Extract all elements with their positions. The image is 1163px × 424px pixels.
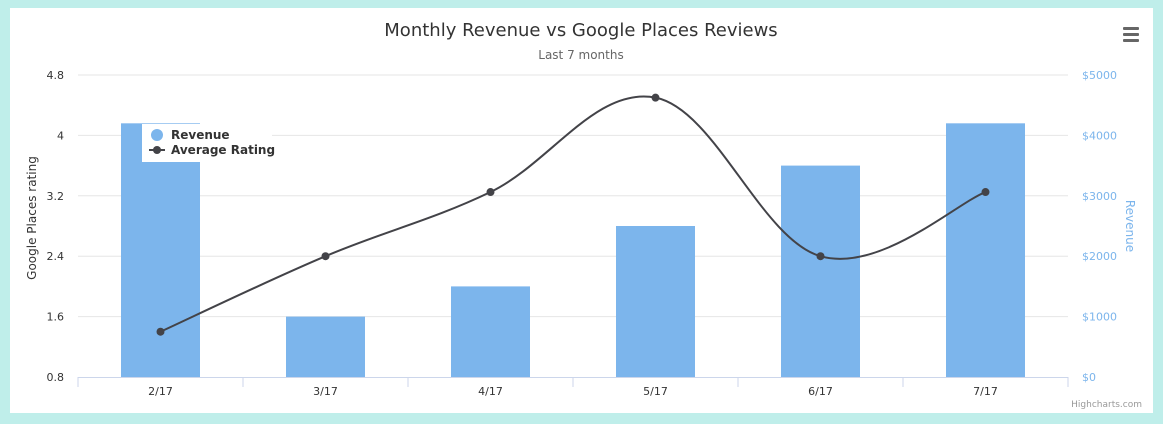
right-tick-label: $2000 [1082, 250, 1117, 263]
revenue-bars [121, 123, 1025, 377]
grid-lines [78, 74, 1068, 318]
legend-symbol-revenue [151, 129, 163, 141]
right-tick-label: $1000 [1082, 311, 1117, 324]
left-axis-title: Google Places rating [25, 156, 39, 280]
x-tick-label: 5/17 [643, 385, 668, 398]
average-rating-point[interactable] [816, 252, 825, 261]
average-rating-point[interactable] [651, 93, 660, 102]
right-tick-label: $5000 [1082, 69, 1117, 82]
left-axis-ticks: 4.8 4 3.2 2.4 1.6 0.8 [47, 69, 65, 384]
left-tick-label: 0.8 [47, 371, 65, 384]
left-tick-label: 4 [57, 129, 64, 142]
right-axis-ticks: $5000 $4000 $3000 $2000 $1000 $0 [1082, 69, 1117, 384]
right-tick-label: $3000 [1082, 190, 1117, 203]
average-rating-path [160, 95, 986, 333]
left-tick-label: 4.8 [47, 69, 65, 82]
revenue-bar[interactable] [286, 316, 365, 377]
average-rating-point[interactable] [321, 252, 330, 261]
right-axis-title: Revenue [1123, 200, 1137, 252]
chart-svg: Monthly Revenue vs Google Places Reviews… [25, 20, 1146, 410]
chart-subtitle: Last 7 months [538, 48, 623, 62]
legend-label-revenue: Revenue [171, 128, 230, 142]
revenue-bar[interactable] [781, 165, 860, 377]
chart-title: Monthly Revenue vs Google Places Reviews [384, 20, 777, 41]
average-rating-point[interactable] [156, 327, 165, 336]
right-tick-label: $4000 [1082, 129, 1117, 142]
legend-item-average-rating[interactable]: Average Rating [149, 143, 275, 157]
average-rating-line [156, 93, 990, 336]
legend-item-revenue[interactable]: Revenue [151, 128, 230, 142]
revenue-bar[interactable] [616, 226, 695, 377]
right-tick-label: $0 [1082, 371, 1096, 384]
left-tick-label: 1.6 [47, 311, 65, 324]
left-tick-label: 2.4 [47, 250, 65, 263]
average-rating-point[interactable] [981, 188, 990, 197]
x-tick-label: 2/17 [148, 385, 173, 398]
x-tick-label: 4/17 [478, 385, 503, 398]
x-axis: 2/17 3/17 4/17 5/17 6/17 7/17 [77, 377, 1069, 398]
average-rating-point[interactable] [486, 188, 495, 197]
revenue-bar[interactable] [946, 123, 1025, 377]
revenue-bar[interactable] [451, 286, 530, 377]
x-tick-label: 3/17 [313, 385, 338, 398]
menu-button[interactable] [1116, 24, 1146, 46]
legend-label-average-rating: Average Rating [171, 143, 275, 157]
x-tick-label: 7/17 [973, 385, 998, 398]
hamburger-menu-icon [1123, 27, 1139, 42]
legend-symbol-average-rating [153, 146, 161, 154]
legend: Revenue Average Rating [142, 124, 275, 162]
left-tick-label: 3.2 [47, 190, 65, 203]
credits-link[interactable]: Highcharts.com [1071, 400, 1142, 410]
x-tick-label: 6/17 [808, 385, 833, 398]
chart-container: Monthly Revenue vs Google Places Reviews… [10, 8, 1153, 413]
